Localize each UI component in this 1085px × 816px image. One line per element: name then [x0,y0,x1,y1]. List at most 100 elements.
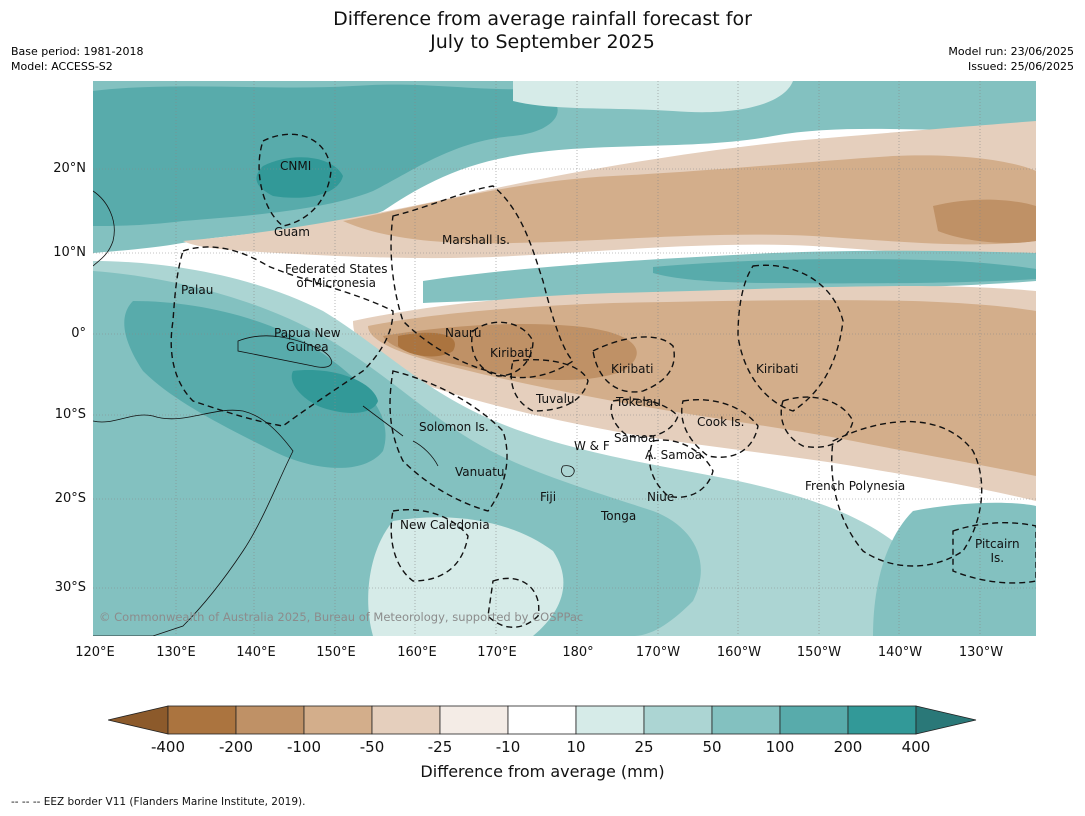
north-dry-core [343,155,1036,245]
label-kiribati-central: Kiribati [611,362,654,376]
lat-label-0: 0° [71,326,86,341]
issued-date: Issued: 25/06/2025 [967,60,1074,73]
copyright-notice: © Commonwealth of Australia 2025, Bureau… [99,610,584,624]
lon-label-160w: 160°W [716,645,762,660]
north-dry-strong [933,199,1036,243]
colorbar-segment [167,705,237,735]
label-png-line1: Papua New [274,326,341,340]
lon-label-140e: 140°E [236,645,276,660]
lon-label-150e: 150°E [316,645,356,660]
lon-label-150w: 150°W [796,645,842,660]
lat-label-10n: 10°N [53,245,86,260]
colorbar-arrow-low [108,705,169,735]
label-kiribati-west: Kiribati [490,346,533,360]
model-name: Model: ACCESS-S2 [11,60,113,73]
rainfall-map [93,81,1036,636]
lon-label-170w: 170°W [635,645,681,660]
south-pale-patch [368,517,564,636]
label-png: Papua New Guinea [274,326,341,354]
label-pitcairn: Pitcairn Is. [975,537,1020,565]
label-png-line2: Guinea [286,340,329,354]
colorbar-segment [575,705,645,735]
colorbar-segment [779,705,849,735]
label-vanuatu: Vanuatu [455,465,505,479]
colorbar-tick-label: 10 [566,738,586,756]
colorbar-segment [303,705,373,735]
colorbar-tick-label: 200 [833,738,863,756]
base-period: Base period: 1981-2018 [11,45,144,58]
eez-borders [170,133,1036,628]
colorbar-segment [711,705,781,735]
colorbar-tick-label: 100 [765,738,795,756]
colorbar-tick-label: -50 [359,738,385,756]
far-south-teal [873,502,1036,636]
colorbar-segment [439,705,509,735]
north-teal-dark [256,157,343,198]
label-micronesia: Federated States of Micronesia [285,262,387,290]
colorbar-segment [643,705,713,735]
lon-label-180: 180° [562,645,594,660]
label-french-polynesia: French Polynesia [805,479,906,493]
label-pitcairn-line1: Pitcairn [975,537,1020,551]
model-run: Model run: 23/06/2025 [948,45,1074,58]
map-title: Difference from average rainfall forecas… [0,8,1085,54]
label-solomon-islands: Solomon Is. [419,420,489,434]
label-micronesia-line2: of Micronesia [296,276,377,290]
lat-label-30s: 30°S [54,580,86,595]
lon-label-140w: 140°W [877,645,923,660]
title-line-1: Difference from average rainfall forecas… [333,8,752,30]
colorbar-segment [847,705,917,735]
label-tuvalu: Tuvalu [536,392,575,406]
label-cook-islands: Cook Is. [697,415,745,429]
label-wallis-futuna: W & F [574,439,610,453]
lat-label-10s: 10°S [54,407,86,422]
lon-label-130w: 130°W [958,645,1004,660]
label-pitcairn-line2: Is. [990,551,1005,565]
colorbar-tick-label: 50 [702,738,722,756]
coastlines [93,190,575,636]
label-new-caledonia: New Caledonia [400,518,490,532]
lon-label-170e: 170°E [477,645,517,660]
label-samoa: Samoa [614,431,656,445]
colorbar-tick-label: 400 [901,738,931,756]
label-marshall-islands: Marshall Is. [442,233,510,247]
lat-label-20n: 20°N [53,161,86,176]
lon-label-160e: 160°E [397,645,437,660]
colorbar-segments [108,705,977,735]
colorbar-segment [371,705,441,735]
colorbar-segment [507,705,577,735]
north-pale-patch [513,81,793,113]
lon-label-130e: 130°E [156,645,196,660]
colorbar-segment [235,705,305,735]
colorbar-title: Difference from average (mm) [420,762,665,781]
label-guam: Guam [274,225,310,239]
colorbar-tick-label: -400 [150,738,186,756]
label-niue: Niue [647,490,675,504]
label-fiji: Fiji [540,490,557,504]
colorbar-tick-label: -25 [427,738,453,756]
lon-label-120e: 120°E [75,645,115,660]
title-line-2: July to September 2025 [430,31,655,53]
label-cnmi: CNMI [280,159,312,173]
eez-footnote: -- -- -- EEZ border V11 (Flanders Marine… [11,796,306,808]
label-tonga: Tonga [601,509,637,523]
colorbar-arrow-high [915,705,977,735]
north-teal-core [93,84,558,226]
equatorial-wet-core [653,259,1036,284]
meta-left: Base period: 1981-2018 Model: ACCESS-S2 [11,44,143,74]
colorbar-tick-label: -10 [495,738,521,756]
colorbar [108,705,977,735]
colorbar-tick-label: 25 [634,738,654,756]
label-micronesia-line1: Federated States [285,262,388,276]
label-american-samoa: A. Samoa [645,448,702,462]
lat-label-20s: 20°S [54,491,86,506]
map-svg [93,81,1036,636]
colorbar-tick-label: -200 [218,738,254,756]
southwest-wet-strong [124,301,386,468]
label-tokelau: Tokelau [616,395,661,409]
label-kiribati-east: Kiribati [756,362,799,376]
colorbar-tick-label: -100 [286,738,322,756]
southwest-wet-peak [291,370,378,413]
graticule [93,81,1036,636]
meta-right: Model run: 23/06/2025 Issued: 25/06/2025 [948,44,1074,74]
